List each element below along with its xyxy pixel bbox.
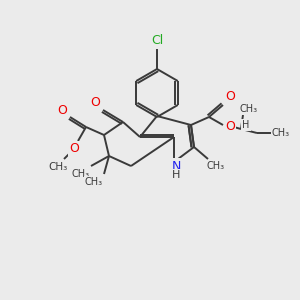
Text: H: H [172, 170, 180, 180]
Text: CH₃: CH₃ [85, 177, 103, 187]
Text: CH₃: CH₃ [207, 161, 225, 171]
Text: O: O [225, 91, 235, 103]
Text: O: O [90, 95, 100, 109]
Text: CH₃: CH₃ [272, 128, 290, 138]
Text: CH₃: CH₃ [72, 169, 90, 179]
Text: H: H [242, 120, 250, 130]
Text: CH₃: CH₃ [240, 104, 258, 114]
Text: O: O [225, 119, 235, 133]
Text: Cl: Cl [151, 34, 163, 47]
Text: N: N [171, 160, 181, 172]
Text: O: O [57, 103, 67, 116]
Text: CH₃: CH₃ [48, 162, 68, 172]
Text: O: O [69, 142, 79, 155]
